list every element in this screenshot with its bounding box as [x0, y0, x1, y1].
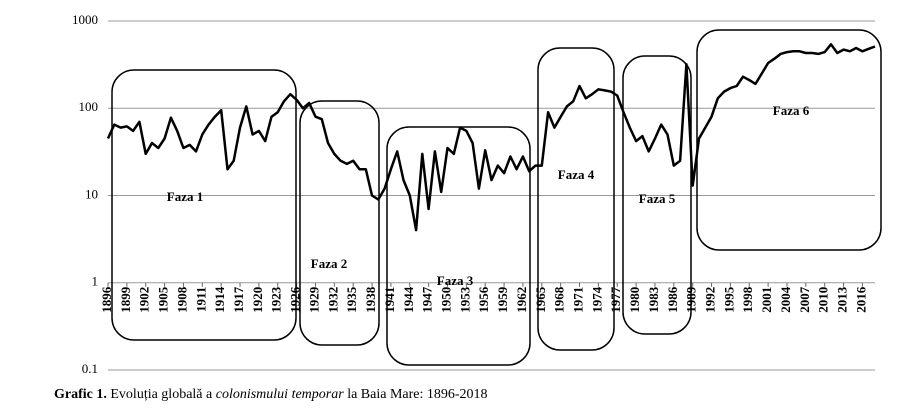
x-tick-label: 1941 [382, 287, 397, 313]
caption-lead: Grafic 1. [54, 387, 107, 402]
x-tick-label: 2010 [816, 287, 831, 313]
x-tick-label: 1992 [703, 287, 718, 313]
x-tick-label: 2001 [759, 287, 774, 313]
phase-label: Faza 5 [639, 191, 676, 206]
x-tick-label: 1899 [118, 286, 133, 313]
x-tick-label: 1968 [552, 286, 567, 313]
phase-box [696, 29, 882, 251]
phase-label: Faza 2 [311, 256, 347, 271]
x-tick-label: 1959 [495, 286, 510, 313]
data-line [106, 43, 876, 232]
x-tick-label: 1926 [288, 286, 303, 313]
x-tick-label: 1917 [231, 286, 246, 313]
phase-label: Faza 4 [558, 167, 595, 182]
x-tick-label: 1914 [212, 286, 227, 313]
x-tick-label: 1938 [363, 286, 378, 313]
y-tick-label: 1 [92, 274, 99, 289]
caption-text: Evoluția globală a [110, 387, 213, 402]
phase-box [537, 47, 615, 351]
x-tick-label: 1950 [438, 287, 453, 313]
x-tick-label: 1932 [325, 287, 340, 313]
caption-text: la Baia Mare: 1896-2018 [347, 387, 488, 402]
x-tick-label: 1896 [99, 286, 114, 313]
phase-label: Faza 6 [773, 103, 810, 118]
x-tick-label: 1944 [401, 286, 416, 313]
caption: Grafic 1. Evoluția globală a colonismulu… [54, 387, 488, 403]
x-tick-label: 1947 [420, 286, 435, 313]
x-tick-label: 1905 [156, 286, 171, 313]
x-tick-label: 2013 [835, 286, 850, 313]
phase-label: Faza 1 [167, 189, 203, 204]
y-tick-label: 1000 [72, 12, 98, 27]
x-tick-label: 1998 [740, 286, 755, 313]
x-tick-label: 1986 [665, 286, 680, 313]
x-tick-label: 1923 [269, 286, 284, 313]
x-tick-label: 2007 [797, 286, 812, 313]
phase-box [622, 55, 692, 335]
y-tick-label: 10 [85, 186, 98, 201]
x-tick-label: 1902 [137, 287, 152, 313]
x-tick-label: 1974 [589, 286, 604, 313]
x-tick-label: 1929 [306, 286, 321, 313]
y-tick-label: 0.1 [82, 361, 98, 376]
x-tick-label: 1920 [250, 287, 265, 313]
x-tick-label: 1980 [627, 287, 642, 313]
phase-label: Faza 3 [437, 273, 474, 288]
x-tick-label: 1977 [608, 286, 623, 313]
phase-box [111, 69, 297, 341]
phase-box [386, 126, 531, 366]
chart: 0.1 1 10 100 1000 1896 1899 1902 1905 1908 1911 191… [72, 12, 882, 376]
x-tick-label: 1965 [533, 286, 548, 313]
x-tick-label: 2004 [778, 286, 793, 313]
x-tick-label: 1983 [646, 286, 661, 313]
caption-italic: colonismului temporar [215, 387, 344, 402]
x-tick-label: 1971 [571, 287, 586, 313]
x-tick-label: 1908 [174, 286, 189, 313]
x-tick-label: 1911 [193, 287, 208, 312]
phase-box [299, 100, 380, 346]
x-tick-label: 1962 [514, 287, 529, 313]
x-tick-label: 1953 [457, 286, 472, 313]
x-tick-label: 2016 [853, 286, 868, 313]
y-tick-label: 100 [79, 99, 99, 114]
x-tick-label: 1935 [344, 286, 359, 313]
x-tick-label: 1956 [476, 286, 491, 313]
x-tick-label: 1995 [721, 286, 736, 313]
